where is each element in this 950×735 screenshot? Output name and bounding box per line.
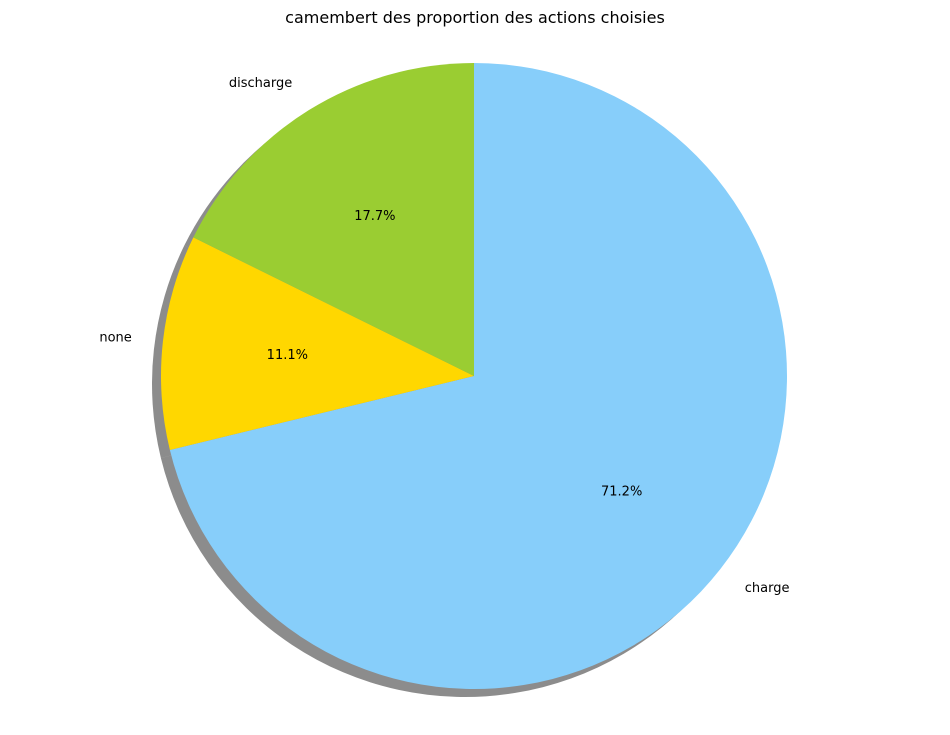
pie-slices — [160, 63, 787, 689]
slice-percent-discharge: 17.7% — [354, 209, 395, 224]
chart-title: camembert des proportion des actions cho… — [285, 8, 665, 27]
slice-none — [160, 237, 474, 451]
slice-label-charge: charge — [745, 581, 790, 596]
slice-percent-none: 11.1% — [267, 348, 308, 363]
pie-labels: charge 71.2% none 11.1% discharge 17.7% — [99, 76, 789, 596]
slice-charge — [169, 63, 787, 689]
slice-percent-charge: 71.2% — [601, 485, 642, 500]
slice-label-none: none — [99, 331, 131, 346]
slice-label-discharge: discharge — [229, 76, 292, 91]
slice-discharge — [193, 63, 474, 376]
